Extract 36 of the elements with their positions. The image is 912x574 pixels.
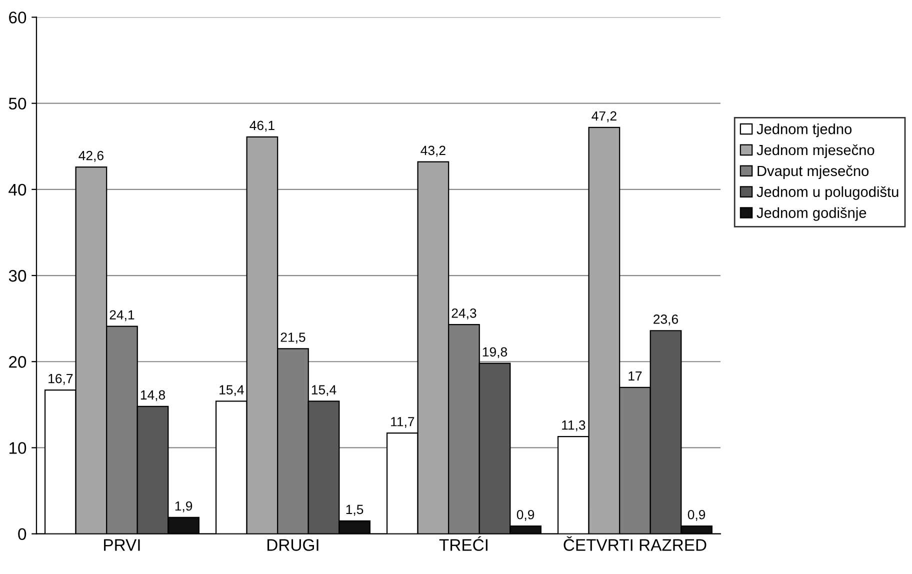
data-label: 17 [628, 371, 642, 381]
data-label: 47,2 [592, 111, 616, 122]
x-tick-label: DRUGI [267, 539, 318, 551]
data-label: 0,9 [688, 510, 706, 521]
data-label: 23,6 [654, 314, 678, 326]
legend-label: Jednom mjesečno [756, 144, 874, 158]
data-label: 1,5 [346, 504, 364, 516]
legend-label: Dvaput mjesečno [758, 165, 869, 179]
data-label: 21,5 [280, 332, 306, 344]
y-tick-label: 10 [9, 442, 26, 454]
data-label: 15,4 [220, 385, 244, 396]
data-label: 24,3 [452, 308, 476, 320]
data-label: 11,7 [391, 417, 414, 428]
data-label: 1,9 [175, 501, 192, 512]
data-label: 14,8 [140, 390, 166, 402]
data-label: 15,4 [312, 385, 336, 396]
legend-label: Jednom tjedno [756, 124, 852, 138]
y-tick-label: 60 [9, 12, 26, 24]
data-label: 16,7 [48, 374, 73, 385]
y-tick-label: 50 [8, 98, 26, 110]
data-label: 43,2 [420, 146, 446, 157]
legend-label: Jednom u polugodištu [756, 186, 898, 200]
data-label: 19,8 [482, 347, 508, 358]
x-tick-label: PRVI [104, 539, 140, 551]
y-tick-label: 30 [8, 270, 26, 282]
x-tick-label: ČETVRTI RAZRED [564, 536, 706, 551]
data-label: 11,3 [562, 420, 586, 432]
y-tick-label: 40 [8, 184, 26, 196]
y-tick-label: 0 [18, 528, 26, 540]
data-label: 24,1 [110, 310, 134, 322]
x-tick-label: TREĆI [439, 536, 488, 551]
y-tick-label: 20 [9, 356, 26, 368]
data-label: 46,1 [250, 120, 274, 132]
legend-label: Jednom godišnje [756, 207, 866, 221]
data-label: 0,9 [516, 510, 534, 521]
data-label: 42,6 [78, 150, 104, 162]
